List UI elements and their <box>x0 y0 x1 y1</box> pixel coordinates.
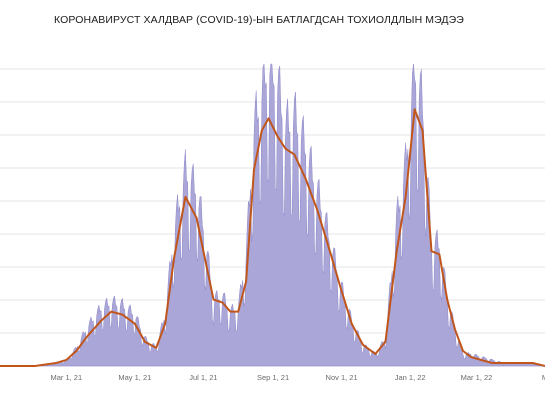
moving-average-line <box>0 108 545 367</box>
x-tick-label: M <box>542 373 545 382</box>
x-tick-label: Jul 1, 21 <box>189 373 217 382</box>
x-axis-ticks: Mar 1, 21 May 1, 21 Jul 1, 21 Sep 1, 21 Nov … <box>50 373 545 382</box>
x-tick-label: May 1, 21 <box>118 373 151 382</box>
x-tick-label: Mar 1, 22 <box>461 373 493 382</box>
x-tick-label: Jan 1, 22 <box>395 373 426 382</box>
moving-average-path <box>0 108 545 367</box>
x-tick-label: Mar 1, 21 <box>50 373 82 382</box>
daily-cases-area-path <box>0 63 545 367</box>
x-tick-label: Nov 1, 21 <box>326 373 358 382</box>
daily-cases-area <box>0 63 545 367</box>
x-tick-label: Sep 1, 21 <box>257 373 289 382</box>
chart-title: КОРОНАВИРУСТ ХАЛДВАР (COVID-19)-ЫН БАТЛА… <box>54 14 464 26</box>
